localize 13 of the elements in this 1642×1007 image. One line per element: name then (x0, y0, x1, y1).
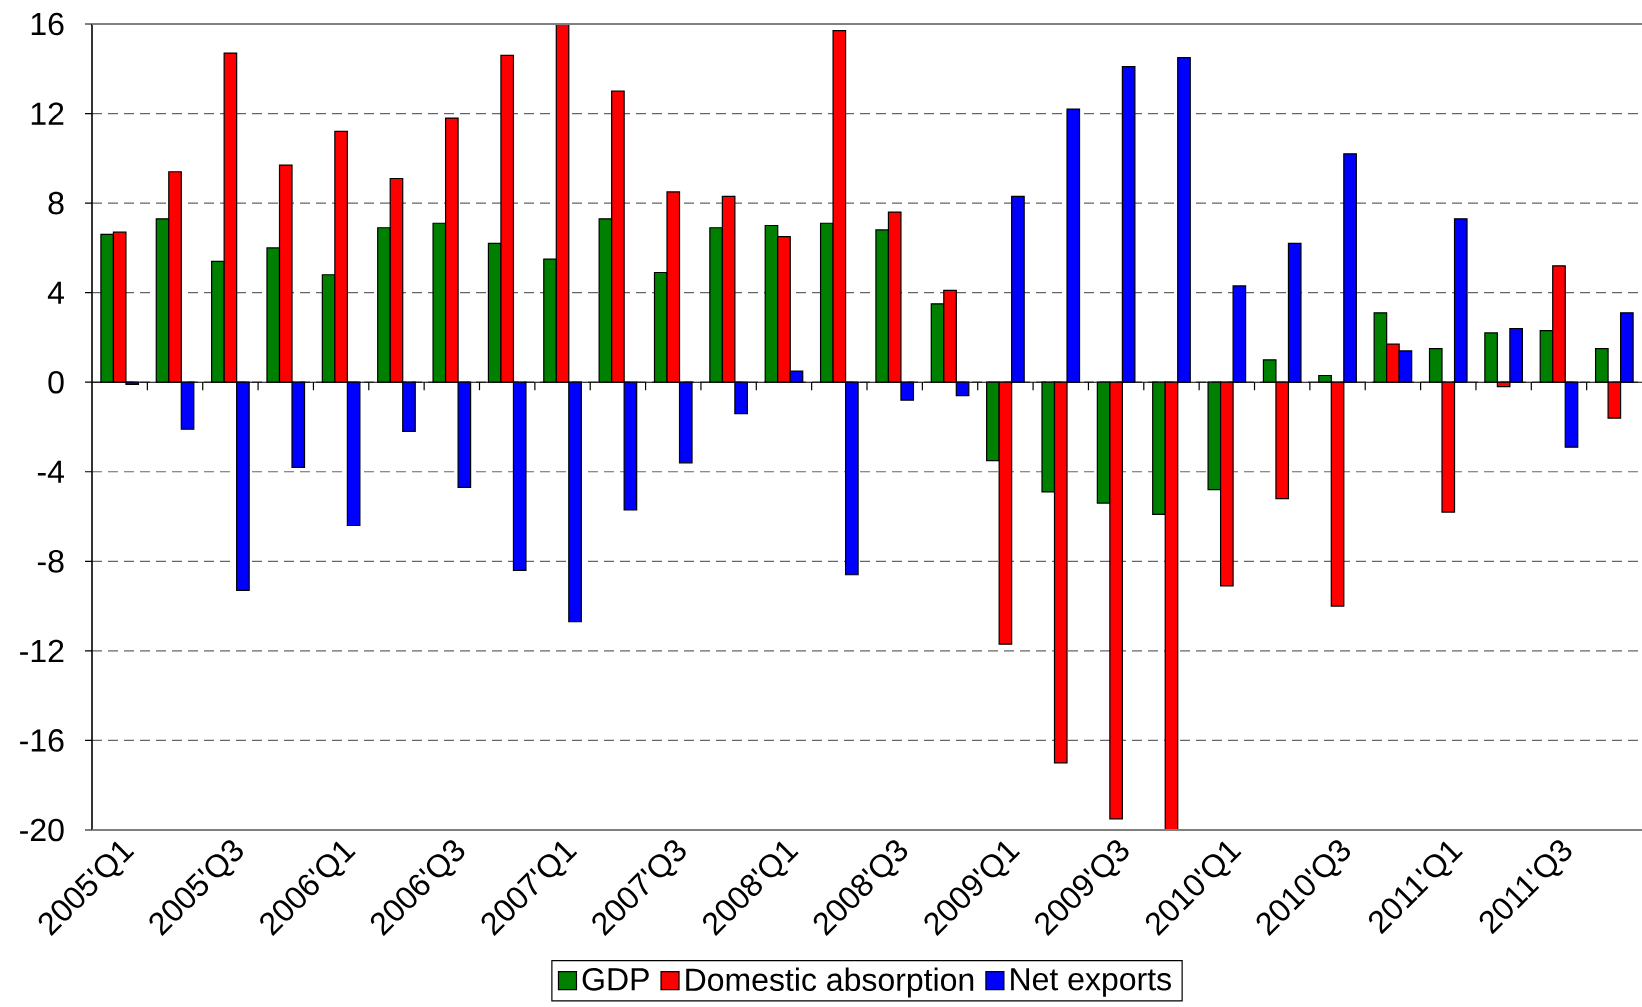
y-tick-label: 4 (47, 281, 64, 304)
y-tick-label: 0 (48, 370, 64, 394)
y-tick-label: 8 (48, 191, 64, 215)
y-tick-label: 16 (31, 12, 64, 36)
y-tick-label: -20 (20, 818, 64, 842)
y-tick-label: 12 (31, 102, 64, 125)
y-tick-label: -16 (20, 729, 64, 752)
y-tick-label: -12 (20, 639, 64, 663)
legend-label: Domestic absorption (686, 967, 974, 998)
legend-label: GDP (582, 968, 649, 991)
y-tick-label: -8 (37, 550, 64, 573)
legend-label: Net exports (1011, 968, 1171, 997)
y-tick-label: -4 (37, 460, 64, 483)
